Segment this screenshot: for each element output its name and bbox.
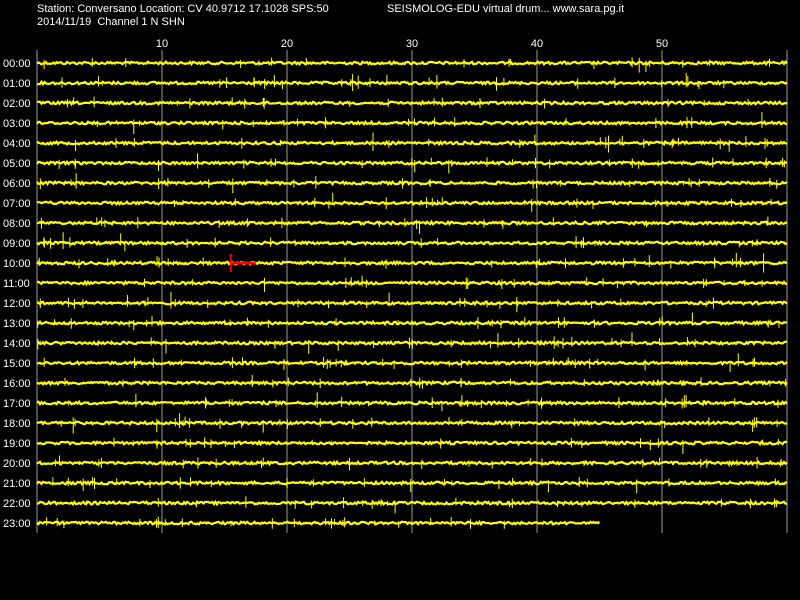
grid-lines (36, 50, 788, 533)
hour-label-0800: 08:00 (3, 218, 31, 230)
hour-label-0500: 05:00 (3, 158, 31, 170)
hour-label-2000: 20:00 (3, 458, 31, 470)
trace-spikes-0500 (58, 153, 785, 174)
trace-spikes-1300 (37, 312, 780, 330)
hour-label-1200: 12:00 (3, 298, 31, 310)
trace-spikes-0600 (39, 173, 778, 193)
x-tick-label-10: 10 (156, 38, 168, 50)
trace-0000 (36, 60, 788, 67)
trace-1200 (36, 299, 788, 307)
hour-label-0600: 06:00 (3, 178, 31, 190)
trace-spikes-1100 (144, 275, 763, 292)
trace-spikes-2300 (46, 516, 505, 529)
hour-label-0700: 07:00 (3, 198, 31, 210)
trace-0200 (36, 99, 788, 107)
hour-label-0100: 01:00 (3, 78, 31, 90)
trace-spikes-0700 (174, 192, 772, 212)
trace-0600 (36, 179, 788, 187)
trace-1500 (36, 359, 788, 367)
trace-2200 (36, 499, 788, 507)
hour-label-1100: 11:00 (3, 278, 30, 290)
trace-spikes-1200 (39, 292, 714, 313)
trace-1100 (36, 279, 788, 287)
trace-spikes-0400 (75, 132, 768, 153)
trace-spikes-1500 (43, 353, 755, 372)
hour-label-1800: 18:00 (3, 418, 31, 430)
x-tick-label-30: 30 (406, 38, 418, 50)
hour-label-0000: 00:00 (3, 58, 31, 70)
trace-1600 (36, 379, 788, 387)
trace-spikes-0900 (43, 232, 758, 252)
hour-label-1500: 15:00 (3, 358, 31, 370)
traces (36, 57, 788, 529)
hour-label-1900: 19:00 (3, 438, 31, 450)
trace-1700 (36, 399, 788, 407)
hour-label-0400: 04:00 (3, 138, 31, 150)
trace-spikes-0000 (43, 57, 770, 73)
trace-0700 (36, 199, 788, 207)
hour-label-0200: 02:00 (3, 98, 31, 110)
events (229, 254, 256, 272)
x-tick-labels: 10 20 30 40 50 (156, 38, 668, 50)
trace-spikes-0300 (96, 112, 763, 134)
trace-spikes-1700 (68, 392, 779, 412)
x-tick-label-20: 20 (281, 38, 293, 50)
x-tick-label-40: 40 (531, 38, 543, 50)
trace-spikes-0100 (61, 72, 725, 91)
trace-spikes-0800 (40, 216, 769, 234)
hour-label-0300: 03:00 (3, 118, 31, 130)
trace-spikes-2100 (52, 477, 776, 494)
trace-spikes-2000 (55, 455, 782, 471)
trace-2300 (36, 519, 601, 527)
trace-0300 (36, 119, 788, 127)
x-tick-label-50: 50 (656, 38, 668, 50)
hour-label-1700: 17:00 (3, 398, 31, 410)
trace-0400 (36, 139, 788, 147)
hour-label-2200: 22:00 (3, 498, 31, 510)
trace-spikes-1000 (38, 252, 765, 273)
trace-1000 (36, 259, 788, 267)
hour-label-1400: 14:00 (3, 338, 31, 350)
trace-0800 (36, 219, 788, 227)
trace-2000 (36, 459, 788, 467)
trace-spikes-2200 (85, 496, 777, 514)
trace-1800 (36, 419, 788, 427)
trace-spikes-1800 (60, 413, 778, 434)
hour-label-2100: 21:00 (3, 478, 31, 490)
hour-labels: 00:00 01:00 02:00 03:00 04:00 05:00 06:00 07:00… (3, 58, 31, 530)
trace-1900 (36, 439, 788, 447)
trace-2100 (36, 479, 788, 487)
hour-label-0900: 09:00 (3, 238, 31, 250)
hour-label-1600: 16:00 (3, 378, 31, 390)
trace-spikes-0200 (67, 96, 749, 109)
trace-spikes-1900 (113, 437, 779, 454)
trace-0900 (36, 239, 788, 247)
drum-title: SEISMOLOG-EDU virtual drum... www.sara.p… (387, 3, 625, 15)
trace-spikes-1600 (64, 375, 787, 389)
trace-spikes-1400 (37, 332, 696, 354)
date-channel-info: 2014/11/19 Channel 1 N SHN (37, 16, 185, 28)
hour-label-1000: 10:00 (3, 258, 31, 270)
station-info: Station: Conversano Location: CV 40.9712… (37, 3, 329, 15)
hour-label-2300: 23:00 (3, 518, 31, 530)
hour-label-1300: 13:00 (3, 318, 31, 330)
